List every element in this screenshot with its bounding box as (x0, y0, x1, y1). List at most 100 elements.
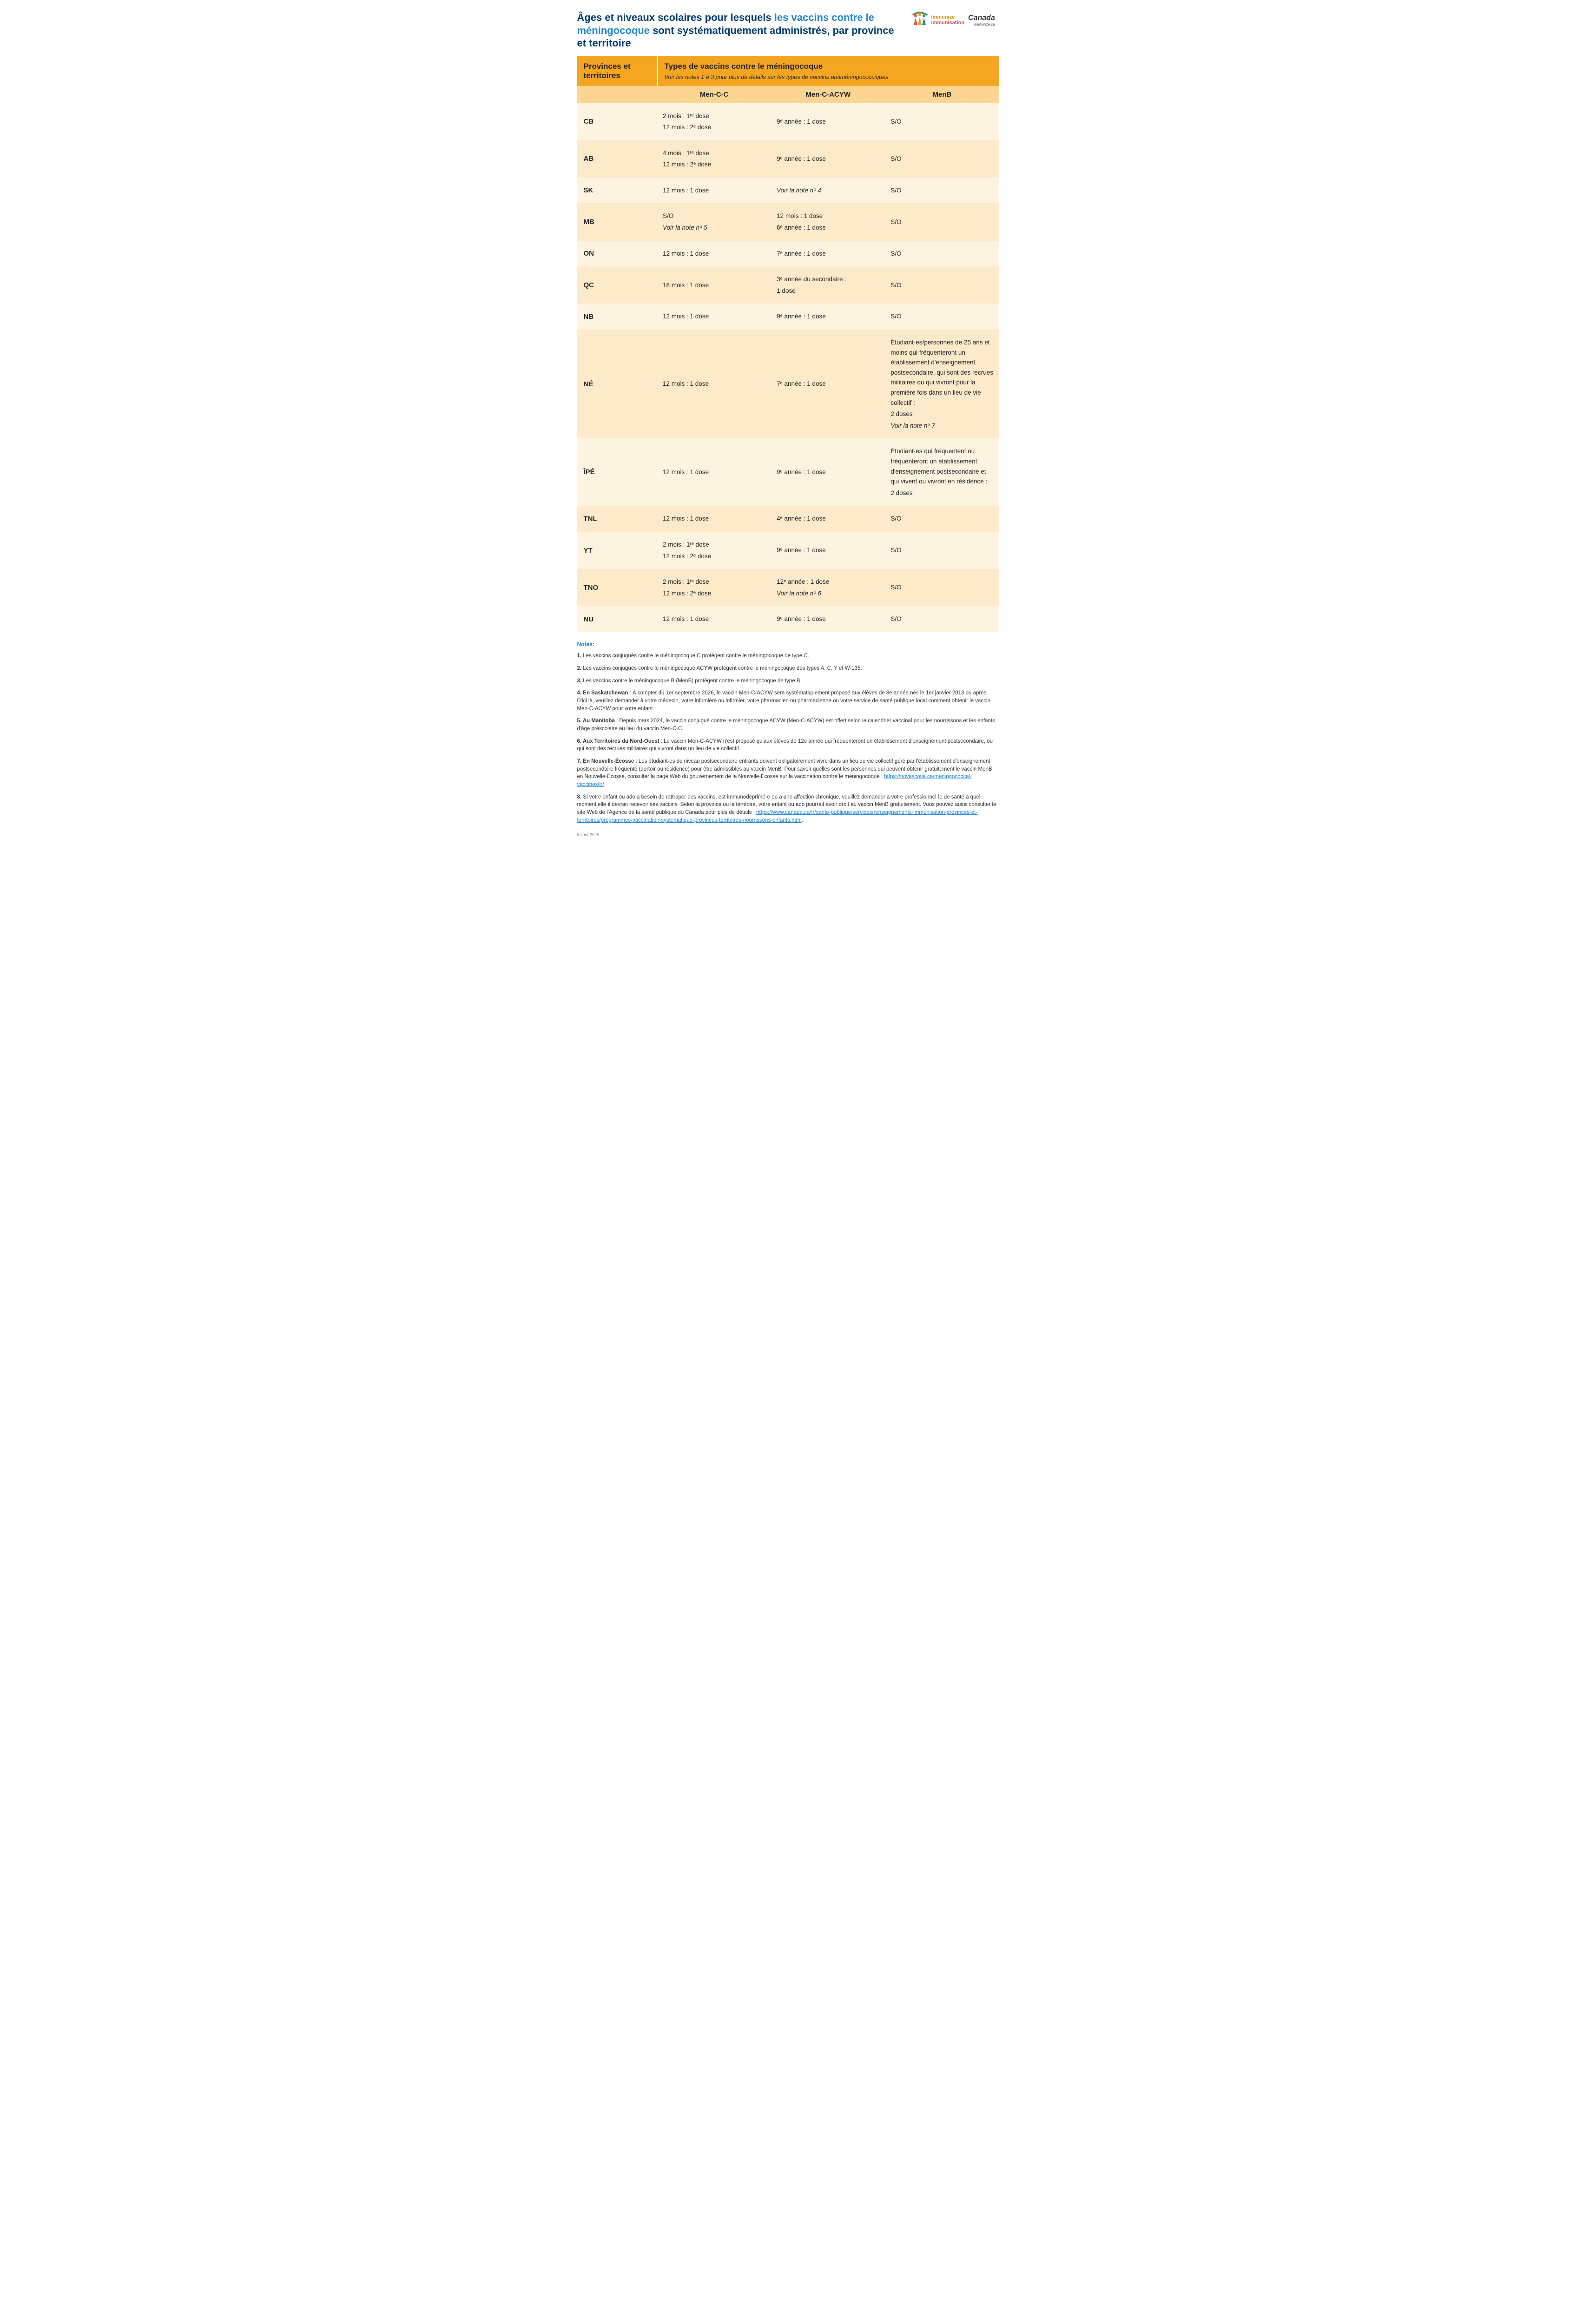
cell-line: 12 mois : 1 dose (663, 249, 765, 259)
province-code: AB (577, 140, 658, 178)
cell-line: 9ᵉ année : 1 dose (777, 467, 879, 477)
cell-c2: 9ᵉ année : 1 dose (771, 606, 885, 632)
note-bold: 1. (577, 653, 582, 659)
province-code: NÉ (577, 330, 658, 438)
cell-line: S/O (890, 249, 993, 259)
cell-c1: S/O Voir la note nᵒ 5 (657, 203, 771, 240)
header-provinces: Provinces et territoires (577, 56, 658, 86)
province-code: CB (577, 103, 658, 140)
cell-c1: 12 mois : 1 dose (657, 606, 771, 632)
cell-c3: S/O (885, 569, 999, 606)
cell-line: 12 mois : 1 dose (663, 379, 765, 389)
note-item: 2. Les vaccins conjugués contre le ménin… (577, 665, 999, 673)
cell-line: 1 dose (777, 286, 879, 296)
note-bold: 3. (577, 678, 582, 684)
note-link[interactable]: https://www.canada.ca/fr/sante-publique/… (577, 810, 978, 823)
cell-line: Voir la note nᵒ 6 (777, 588, 879, 599)
cell-line: 9ᵉ année : 1 dose (777, 545, 879, 555)
province-code: MB (577, 203, 658, 240)
cell-line: 9ᵉ année : 1 dose (777, 117, 879, 127)
cell-line: 12 mois : 1 dose (663, 311, 765, 322)
cell-c2: 9ᵉ année : 1 dose (771, 438, 885, 506)
note-item: 8. Si votre enfant ou ado a besoin de ra… (577, 793, 999, 825)
header-big: Types de vaccins contre le méningocoque (665, 62, 993, 71)
cell-c1: 12 mois : 1 dose (657, 506, 771, 532)
cell-c2: 9ᵉ année : 1 dose (771, 532, 885, 569)
table-row: NÉ 12 mois : 1 dose 7ᵉ année : 1 doseÉtudi… (577, 330, 999, 438)
note-item: 7. En Nouvelle-Écosse : Les étudiant·es … (577, 758, 999, 789)
cell-line: 12 mois : 1 dose (663, 614, 765, 624)
cell-line: 12ᵉ année : 1 dose (777, 577, 879, 587)
footer-date: février 2025 (577, 832, 999, 837)
cell-line: 9ᵉ année : 1 dose (777, 614, 879, 624)
cell-line: 3ᵉ année du secondaire : (777, 274, 879, 284)
cell-c3: S/O (885, 203, 999, 240)
cell-c2: 9ᵉ année : 1 dose (771, 140, 885, 178)
note-item: 6. Aux Territoires du Nord-Ouest : Le va… (577, 738, 999, 753)
note-bold: 7. En Nouvelle-Écosse (577, 759, 634, 764)
province-code: TNL (577, 506, 658, 532)
cell-c1: 12 mois : 1 dose (657, 304, 771, 330)
table-row: CB2 mois : 1ʳᵉ dose12 mois : 2ᵉ dose9ᵉ a… (577, 103, 999, 140)
cell-line: 2 mois : 1ʳᵉ dose (663, 540, 765, 550)
table-row: QC 18 mois : 1 dose 3ᵉ année du secondaire… (577, 266, 999, 304)
cell-line: 4ᵉ année : 1 dose (777, 514, 879, 524)
cell-line: 18 mois : 1 dose (663, 280, 765, 290)
table-row: AB 4 mois : 1ʳᵉ dose12 mois : 2ᵉ dose 9ᵉ a… (577, 140, 999, 178)
cell-line: 12 mois : 2ᵉ dose (663, 588, 765, 599)
cell-line: 7ᵉ année : 1 dose (777, 249, 879, 259)
logo-line2: Immunisation (931, 20, 965, 26)
col-men-b: MenB (885, 86, 999, 103)
note-bold: 2. (577, 666, 582, 671)
header-sub: Voir les notes 1 à 3 pour plus de détail… (665, 74, 993, 80)
cell-c3: Étudiant·es/personnes de 25 ans et moins… (885, 330, 999, 438)
note-item: 3. Les vaccins contre le méningocoque B … (577, 677, 999, 685)
province-code: ON (577, 241, 658, 267)
cell-line: 12 mois : 2ᵉ dose (663, 551, 765, 561)
table-row: ON 12 mois : 1 dose 7ᵉ année : 1 dose S/O (577, 241, 999, 267)
note-bold: 8. (577, 794, 582, 800)
cell-line: Voir la note nᵒ 5 (663, 223, 765, 233)
cell-line: 12 mois : 2ᵉ dose (663, 159, 765, 170)
title-part1: Âges et niveaux scolaires pour lesquels (577, 12, 774, 23)
cell-line: 9ᵉ année : 1 dose (777, 154, 879, 164)
header: Âges et niveaux scolaires pour lesquels … (577, 11, 999, 50)
table-row: TNO2 mois : 1ʳᵉ dose12 mois : 2ᵉ dose12ᵉ… (577, 569, 999, 606)
table-header-row: Provinces et territoires Types de vaccin… (577, 56, 999, 86)
cell-c3: S/O (885, 178, 999, 204)
province-code: YT (577, 532, 658, 569)
cell-line: S/O (890, 582, 993, 593)
people-icon (911, 11, 929, 29)
province-code: SK (577, 178, 658, 204)
note-link[interactable]: https://novascotia.ca/meningococcal-vacc… (577, 774, 972, 787)
cell-line: S/O (890, 514, 993, 524)
province-code: QC (577, 266, 658, 304)
province-code: NB (577, 304, 658, 330)
cell-line: S/O (890, 311, 993, 322)
note-item: 5. Au Manitoba : Depuis mars 2024, le va… (577, 717, 999, 733)
cell-c3: S/O (885, 140, 999, 178)
cell-c2: 9ᵉ année : 1 dose (771, 304, 885, 330)
cell-line: S/O (890, 185, 993, 196)
cell-c1: 18 mois : 1 dose (657, 266, 771, 304)
cell-c1: 2 mois : 1ʳᵉ dose12 mois : 2ᵉ dose (657, 532, 771, 569)
cell-line: 12 mois : 1 dose (663, 514, 765, 524)
cell-line: Étudiant·es/personnes de 25 ans et moins… (890, 337, 993, 408)
cell-c1: 12 mois : 1 dose (657, 241, 771, 267)
cell-line: S/O (663, 211, 765, 221)
cell-line: 12 mois : 2ᵉ dose (663, 122, 765, 132)
cell-c2: 7ᵉ année : 1 dose (771, 330, 885, 438)
cell-c3: S/O (885, 532, 999, 569)
page-title: Âges et niveaux scolaires pour lesquels … (577, 11, 900, 50)
cell-line: 2 mois : 1ʳᵉ dose (663, 577, 765, 587)
cell-line: 12 mois : 1 dose (663, 185, 765, 196)
note-bold: 6. Aux Territoires du Nord-Ouest (577, 739, 659, 744)
cell-line: S/O (890, 154, 993, 164)
cell-line: 4 mois : 1ʳᵉ dose (663, 148, 765, 158)
cell-c3: S/O (885, 241, 999, 267)
cell-line: S/O (890, 614, 993, 624)
cell-c1: 2 mois : 1ʳᵉ dose12 mois : 2ᵉ dose (657, 569, 771, 606)
cell-c2: 9ᵉ année : 1 dose (771, 103, 885, 140)
cell-c3: S/O (885, 103, 999, 140)
cell-line: 2 doses (890, 488, 993, 498)
